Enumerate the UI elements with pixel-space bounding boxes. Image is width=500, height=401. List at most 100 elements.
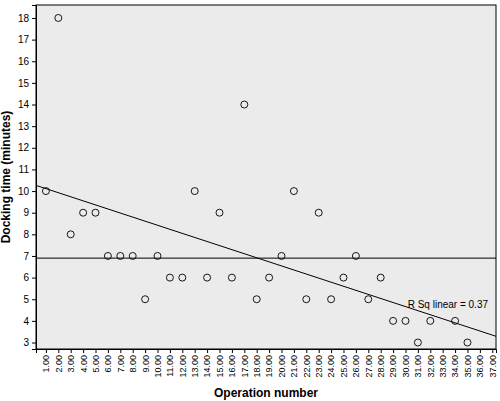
x-tick-label: 36.00 <box>475 355 485 378</box>
point <box>179 274 186 281</box>
x-tick-label: 33.00 <box>438 355 448 378</box>
y-tick-mark <box>32 169 36 170</box>
x-tick-mark <box>492 349 493 353</box>
x-tick-label: 32.00 <box>426 355 436 378</box>
y-tick-mark <box>32 148 36 149</box>
point <box>365 296 372 303</box>
x-tick-label: 5.00 <box>91 355 101 373</box>
x-tick: 18.00 <box>252 349 262 378</box>
x-tick: 21.00 <box>289 349 299 378</box>
x-tick-label: 4.00 <box>78 355 88 373</box>
point <box>117 252 124 259</box>
x-tick: 28.00 <box>376 349 386 378</box>
y-tick-label: 6 <box>23 272 29 283</box>
y-tick: 18 <box>18 13 36 24</box>
annotation: R Sq linear = 0.37 <box>408 299 489 310</box>
point <box>154 252 161 259</box>
point <box>452 317 459 324</box>
x-tick-label: 34.00 <box>450 355 460 378</box>
y-tick: 11 <box>19 164 36 175</box>
x-tick-label: 19.00 <box>264 355 274 378</box>
y-tick-label: 16 <box>18 56 30 67</box>
x-tick-label: 24.00 <box>326 355 336 378</box>
x-tick: 35.00 <box>463 349 473 378</box>
y-tick: 12 <box>18 142 36 153</box>
y-tick-mark <box>32 18 36 19</box>
x-tick-mark <box>281 349 282 353</box>
x-tick: 23.00 <box>314 349 324 378</box>
x-tick-mark <box>108 349 109 353</box>
x-tick-label: 18.00 <box>252 355 262 378</box>
y-tick-label: 11 <box>19 164 30 175</box>
x-tick-mark <box>220 349 221 353</box>
point <box>303 296 310 303</box>
x-tick: 14.00 <box>202 349 212 378</box>
x-tick-mark <box>368 349 369 353</box>
x-tick: 5.00 <box>91 349 101 373</box>
x-tick-mark <box>306 349 307 353</box>
x-tick: 15.00 <box>215 349 225 378</box>
y-tick-mark <box>32 40 36 41</box>
y-tick: 6 <box>23 272 36 283</box>
x-tick: 27.00 <box>364 349 374 378</box>
point <box>390 317 397 324</box>
x-tick-mark <box>133 349 134 353</box>
x-tick-label: 27.00 <box>364 355 374 378</box>
x-axis-line <box>37 350 497 354</box>
x-tick: 6.00 <box>103 349 113 373</box>
x-tick-label: 29.00 <box>388 355 398 378</box>
point <box>315 209 322 216</box>
x-tick: 31.00 <box>413 349 423 378</box>
x-tick-label: 37.00 <box>488 355 498 378</box>
point <box>55 14 62 21</box>
x-axis-title: Operation number <box>214 386 318 400</box>
x-tick-mark <box>207 349 208 353</box>
y-tick-label: 9 <box>23 207 29 218</box>
x-tick-mark <box>244 349 245 353</box>
x-tick-mark <box>393 349 394 353</box>
point <box>216 209 223 216</box>
marks <box>36 14 496 346</box>
x-tick-mark <box>83 349 84 353</box>
x-tick-label: 14.00 <box>202 355 212 378</box>
y-tick-mark <box>32 256 36 257</box>
x-tick-mark <box>232 349 233 353</box>
x-tick-label: 20.00 <box>277 355 287 378</box>
point <box>328 296 335 303</box>
x-tick-mark <box>71 349 72 353</box>
y-tick: 14 <box>18 99 36 110</box>
x-tick-label: 35.00 <box>463 355 473 378</box>
x-tick-label: 3.00 <box>66 355 76 373</box>
fit-line <box>36 185 496 336</box>
x-tick-label: 7.00 <box>116 355 126 373</box>
y-tick-mark <box>32 213 36 214</box>
y-tick-mark <box>32 278 36 279</box>
point <box>290 188 297 195</box>
y-tick: 10 <box>18 186 36 197</box>
x-tick-label: 26.00 <box>351 355 361 378</box>
x-axis: 1.002.003.004.005.006.007.008.009.0010.0… <box>37 349 498 378</box>
x-tick: 10.00 <box>153 349 163 378</box>
x-tick-label: 28.00 <box>376 355 386 378</box>
y-axis-title: Docking time (minutes) <box>0 111 13 244</box>
y-tick-mark <box>32 321 36 322</box>
x-tick-mark <box>257 349 258 353</box>
y-axis: 3456789101112131415161718 <box>18 6 37 350</box>
x-tick: 26.00 <box>351 349 361 378</box>
chart: 1.002.003.004.005.006.007.008.009.0010.0… <box>0 0 500 401</box>
y-tick-mark <box>32 343 36 344</box>
plot-background <box>36 5 496 349</box>
y-tick-label: 18 <box>18 13 30 24</box>
x-tick-mark <box>170 349 171 353</box>
x-tick: 1.00 <box>41 349 51 373</box>
y-tick: 15 <box>18 78 36 89</box>
x-tick-label: 21.00 <box>289 355 299 378</box>
y-tick-label: 5 <box>23 294 29 305</box>
x-tick: 16.00 <box>227 349 237 378</box>
point <box>464 339 471 346</box>
point <box>352 252 359 259</box>
y-tick-mark <box>32 299 36 300</box>
y-tick-mark <box>32 191 36 192</box>
x-tick: 34.00 <box>450 349 460 378</box>
y-tick-label: 8 <box>23 229 29 240</box>
